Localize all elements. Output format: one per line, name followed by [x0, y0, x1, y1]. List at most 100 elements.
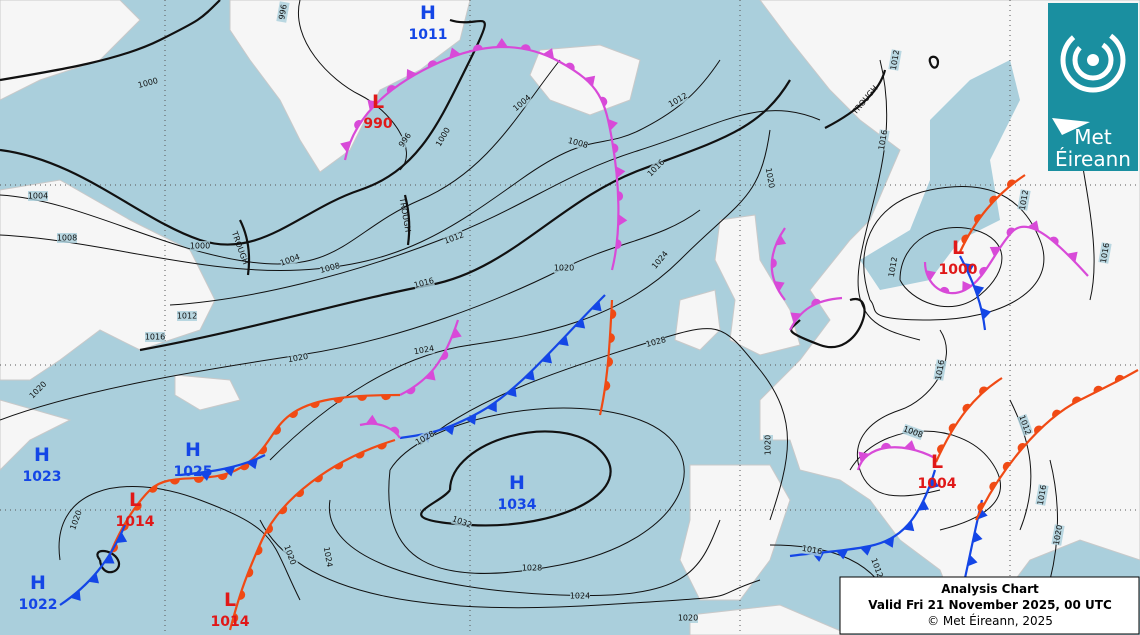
- front-symbol: [255, 545, 263, 556]
- center-kind: H: [30, 572, 46, 594]
- center-kind: L: [931, 451, 943, 473]
- front-symbol: [939, 286, 950, 294]
- front-symbol: [981, 307, 992, 320]
- front-symbol: [1052, 409, 1061, 418]
- front-symbol: [961, 234, 969, 244]
- front-symbol: [365, 414, 378, 424]
- center-kind: H: [420, 2, 436, 24]
- front-symbol: [390, 426, 400, 435]
- isobar-label-bg: [287, 351, 309, 365]
- logo-text: Met: [1074, 125, 1112, 149]
- labels: H 1011 L 990 H 1023 H 1025 L 1014 H 1022 L 1014 H 1034 L…: [19, 1, 1112, 630]
- front-symbol: [88, 572, 100, 584]
- front-symbol: [962, 403, 971, 413]
- isobar-label-bg: [278, 251, 302, 269]
- front-symbol: [1033, 425, 1043, 434]
- isobar-label: 1028: [522, 564, 542, 573]
- front-symbol: [1017, 443, 1026, 452]
- front-symbol: [928, 477, 940, 489]
- isobar-label: 1016: [877, 129, 889, 151]
- center-kind: L: [372, 91, 384, 113]
- front-symbol: [116, 532, 128, 544]
- isobar-label: 1016: [145, 333, 165, 342]
- front-symbol: [604, 380, 611, 391]
- isobar-label-bg: [763, 435, 773, 455]
- logo-swirl: [1072, 39, 1114, 81]
- isobar-label-bg: [57, 233, 77, 243]
- front-symbol: [790, 312, 802, 323]
- isobar-label-bg: [1016, 413, 1034, 437]
- front-symbol: [989, 481, 998, 491]
- front-line: [959, 174, 1026, 253]
- isobar-label: 1012: [889, 49, 901, 71]
- isobar-label: 1020: [554, 264, 574, 273]
- info-frame: [839, 576, 1140, 635]
- front-symbol: [486, 401, 497, 413]
- front-symbol: [948, 423, 957, 433]
- front-symbol: [465, 414, 477, 425]
- front-symbol: [223, 466, 236, 477]
- front-line: [343, 45, 620, 271]
- front-symbol: [495, 37, 508, 48]
- front-symbol: [979, 266, 988, 276]
- front-symbol: [193, 477, 204, 483]
- front-symbol: [1093, 385, 1103, 393]
- front-symbol: [1049, 236, 1059, 245]
- center-pressure: 1025: [174, 464, 213, 480]
- center-pressure: 990: [363, 116, 392, 132]
- center-pressure: 1011: [409, 27, 448, 43]
- isobar-label-bg: [933, 359, 947, 381]
- front-symbol: [333, 397, 344, 404]
- front-symbol: [918, 500, 930, 511]
- isobar-label: 1012: [177, 312, 197, 321]
- isobar-label-bg: [395, 128, 415, 152]
- front-symbol: [278, 505, 288, 515]
- front-symbol: [406, 386, 416, 395]
- front-symbol: [265, 524, 274, 534]
- front-symbol: [836, 549, 849, 560]
- front-symbol: [565, 62, 575, 71]
- front-symbol: [472, 44, 483, 51]
- front-symbol: [258, 445, 268, 455]
- front-symbol: [148, 484, 158, 493]
- isobar-label: 1016: [1099, 242, 1111, 264]
- front-line: [934, 377, 1003, 463]
- front-symbol: [295, 488, 305, 498]
- front-symbol: [615, 166, 626, 179]
- front-symbol: [1114, 374, 1125, 383]
- front-symbol: [524, 369, 535, 381]
- isobar-label-bg: [433, 125, 453, 149]
- front-symbol: [1002, 461, 1011, 471]
- isobar-label: 1016: [934, 359, 946, 381]
- front-line: [789, 296, 843, 331]
- front-symbol: [574, 317, 586, 329]
- front-symbol: [989, 195, 998, 205]
- isobar-label: 1016: [801, 544, 823, 556]
- front-symbol: [357, 395, 368, 401]
- isobar-label-bg: [321, 546, 335, 568]
- isobar-label-bg: [442, 229, 466, 247]
- center-pressure: 1000: [939, 262, 978, 278]
- isobar-label-bg: [1035, 484, 1049, 506]
- isobar-label-bg: [450, 513, 474, 531]
- front-symbol: [618, 214, 628, 227]
- center-kind: L: [129, 489, 141, 511]
- isobar-label: 1008: [57, 234, 77, 243]
- front-symbol: [199, 471, 212, 481]
- front-symbol: [607, 118, 618, 131]
- front-symbol: [979, 386, 988, 395]
- front-symbol: [590, 300, 602, 312]
- isobar-label: 1000: [190, 242, 210, 251]
- front-symbol: [377, 442, 387, 450]
- isobar-label-bg: [511, 92, 533, 114]
- front-symbol: [386, 85, 396, 94]
- front-symbol: [1006, 179, 1016, 188]
- front-symbol: [288, 410, 298, 418]
- center-pressure: 1022: [19, 597, 58, 613]
- front-symbol: [440, 350, 449, 360]
- isobar-label-bg: [876, 129, 890, 151]
- front-symbol: [354, 451, 365, 459]
- isobar-label-bg: [554, 263, 574, 273]
- front-symbol: [313, 474, 323, 483]
